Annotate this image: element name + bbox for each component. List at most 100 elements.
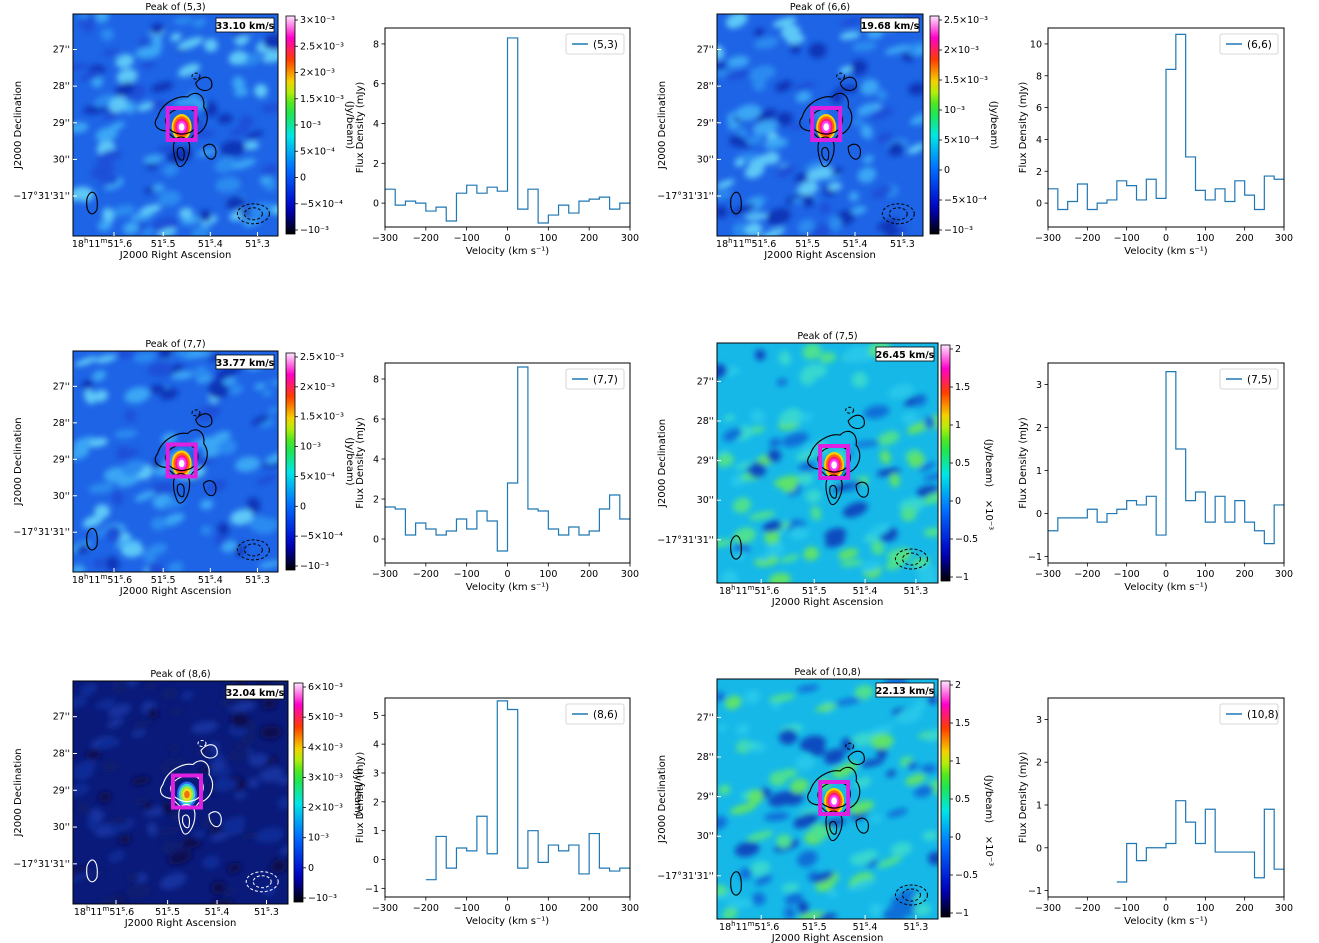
noise-blob [768,693,796,703]
contour-line [178,804,196,835]
noise-blob [882,906,909,919]
noise-blob [819,202,831,214]
noise-blob [105,526,122,542]
contour-line [855,817,869,834]
contour-line [847,143,862,160]
contour-line [829,484,838,499]
noise-blob [168,850,193,865]
ra-tick-label: 51s.4 [198,573,223,586]
x-tick-label: 300 [1275,233,1293,244]
colorbar [940,680,951,918]
noise-blob [262,49,278,63]
contour-line [172,473,191,504]
noise-blob [752,120,778,136]
noise-blob [217,522,229,536]
colorbar-tick-label: 0.5 [955,458,970,469]
x-tick-label: −200 [413,903,439,914]
x-tick-label: −300 [372,903,398,914]
x-tick-label: 300 [1275,569,1293,580]
ra-tick-label: 18h11m51s.6 [72,237,132,250]
noise-blob [772,16,797,28]
colorbar-tick-label: 2×10⁻³ [300,382,335,393]
contour-line [799,92,853,142]
noise-blob [254,382,267,390]
contour-line [881,203,915,225]
map-noise [717,14,923,236]
peak-marker-box [165,442,198,479]
noise-blob [863,405,890,419]
noise-blob [746,830,773,842]
noise-blob [196,148,217,157]
noise-blob [776,834,792,849]
dec-tick-label: 30'' [697,495,714,506]
contour-line [825,474,843,505]
noise-blob [870,814,882,823]
contour-line [154,92,208,142]
noise-blob [907,143,923,154]
y-axis-label: J2000 Declination [13,81,24,170]
velocity-label-box [215,354,275,370]
spectrum-frame [1047,697,1285,898]
noise-blob [158,351,173,360]
noise-blob [717,179,735,189]
noise-blob [913,397,927,407]
noise-blob [156,227,177,236]
negative-contours [836,72,915,225]
x-axis-label: J2000 Right Ascension [771,933,884,943]
noise-blob [733,527,756,544]
noise-blob [887,808,908,818]
noise-blob [85,749,102,760]
spectrum-series-line [385,366,630,552]
noise-blob [259,767,284,783]
noise-blob [766,449,782,463]
noise-blob [750,409,765,424]
y-axis-label: Flux Density (mJy) [1018,417,1029,509]
ra-tick-label: 51s.4 [198,237,223,250]
noise-blob [76,544,90,554]
x-tick-label: −300 [372,233,398,244]
noise-blob [115,54,134,69]
x-axis-label: J2000 Right Ascension [119,250,232,261]
x-tick-label: 0 [504,569,510,580]
noise-blob [118,834,132,845]
noise-blob [73,695,87,710]
noise-blob [259,176,272,185]
noise-blob [871,540,885,555]
dec-tick-label: −17°31'31'' [13,191,70,202]
noise-blob [173,98,201,107]
y-tick-label: 2 [373,797,379,808]
noise-blob [732,497,752,514]
ra-tick-label: 18h11m51s.6 [716,237,776,250]
y-tick-label: 3 [373,768,379,779]
colorbar-tick-label: −5×10⁻⁴ [300,531,343,542]
noise-blob [193,365,209,380]
legend-label: (5,3) [593,39,618,51]
noise-blob [842,501,868,518]
colorbar-tick-label: −10⁻³ [944,225,973,236]
ra-tick-label: 51s.5 [795,237,820,250]
noise-blob [209,831,230,842]
noise-blob [116,446,130,460]
noise-blob [135,46,162,59]
noise-blob [217,113,233,124]
source-core [831,461,837,469]
noise-blob [839,66,853,75]
ra-tick-label: 51s.4 [843,237,868,250]
negative-contours [845,406,928,570]
noise-blob [776,111,793,127]
noise-blob [735,461,754,470]
noise-blob [238,115,254,129]
map-image [717,679,938,919]
contour-line [829,820,838,835]
ra-tick-label: 51s.3 [903,920,928,933]
source-core [178,459,185,468]
map-panel: 32.04 km/s Peak of (8,6) 27'' 28'' 29'' 30'' −… [13,669,363,929]
colorbar-tick-label: −0.5 [955,534,978,545]
map-image [73,351,278,572]
dec-tick-label: 27'' [53,381,70,392]
x-tick-label: 0 [504,903,510,914]
contour-line [901,552,921,566]
noise-blob [242,141,260,150]
x-tick-label: 200 [1236,233,1254,244]
noise-blob [746,464,762,474]
